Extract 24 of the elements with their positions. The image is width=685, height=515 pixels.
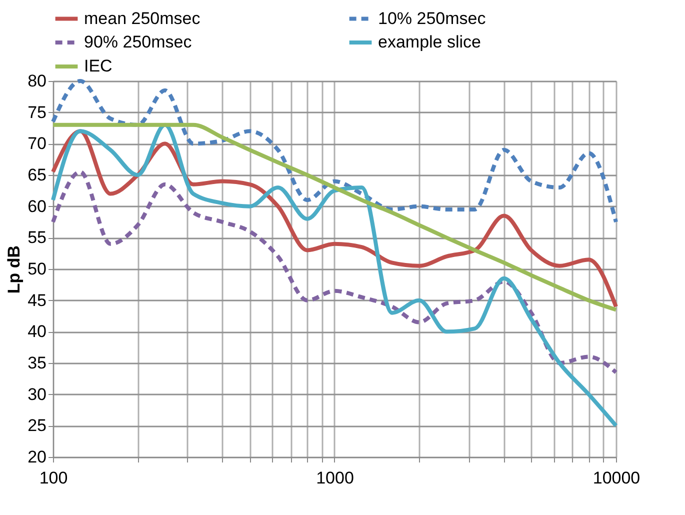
- line-series: [51, 79, 618, 224]
- y-tick-label: 50: [28, 260, 46, 278]
- y-tick-label: 60: [28, 196, 46, 216]
- y-tick-label: 20: [28, 448, 46, 466]
- y-tick-label: 55: [28, 228, 46, 248]
- y-tick-label: 35: [28, 354, 46, 372]
- y-tick-label: 30: [28, 384, 46, 404]
- legend-label: 90% 250msec: [84, 32, 192, 52]
- y-axis-title: Lp dB: [4, 245, 24, 294]
- y-tick-label: 25: [28, 416, 46, 436]
- y-tick-label: 65: [28, 166, 46, 184]
- legend-label: 10% 250msec: [378, 8, 486, 28]
- x-tick-label: 10000: [592, 468, 640, 488]
- x-tick-label: 100: [39, 468, 68, 488]
- x-tick-label: 1000: [316, 468, 354, 488]
- legend-label: example slice: [378, 32, 481, 52]
- y-tick-label: 70: [28, 134, 46, 154]
- legend-label: mean 250msec: [84, 8, 201, 28]
- y-tick-label: 45: [28, 290, 46, 310]
- y-tick-label: 40: [28, 322, 46, 342]
- y-tick-label: 80: [28, 72, 46, 90]
- line-series: [51, 170, 618, 374]
- y-tick-label: 75: [28, 102, 46, 122]
- legend-label: IEC: [84, 56, 112, 76]
